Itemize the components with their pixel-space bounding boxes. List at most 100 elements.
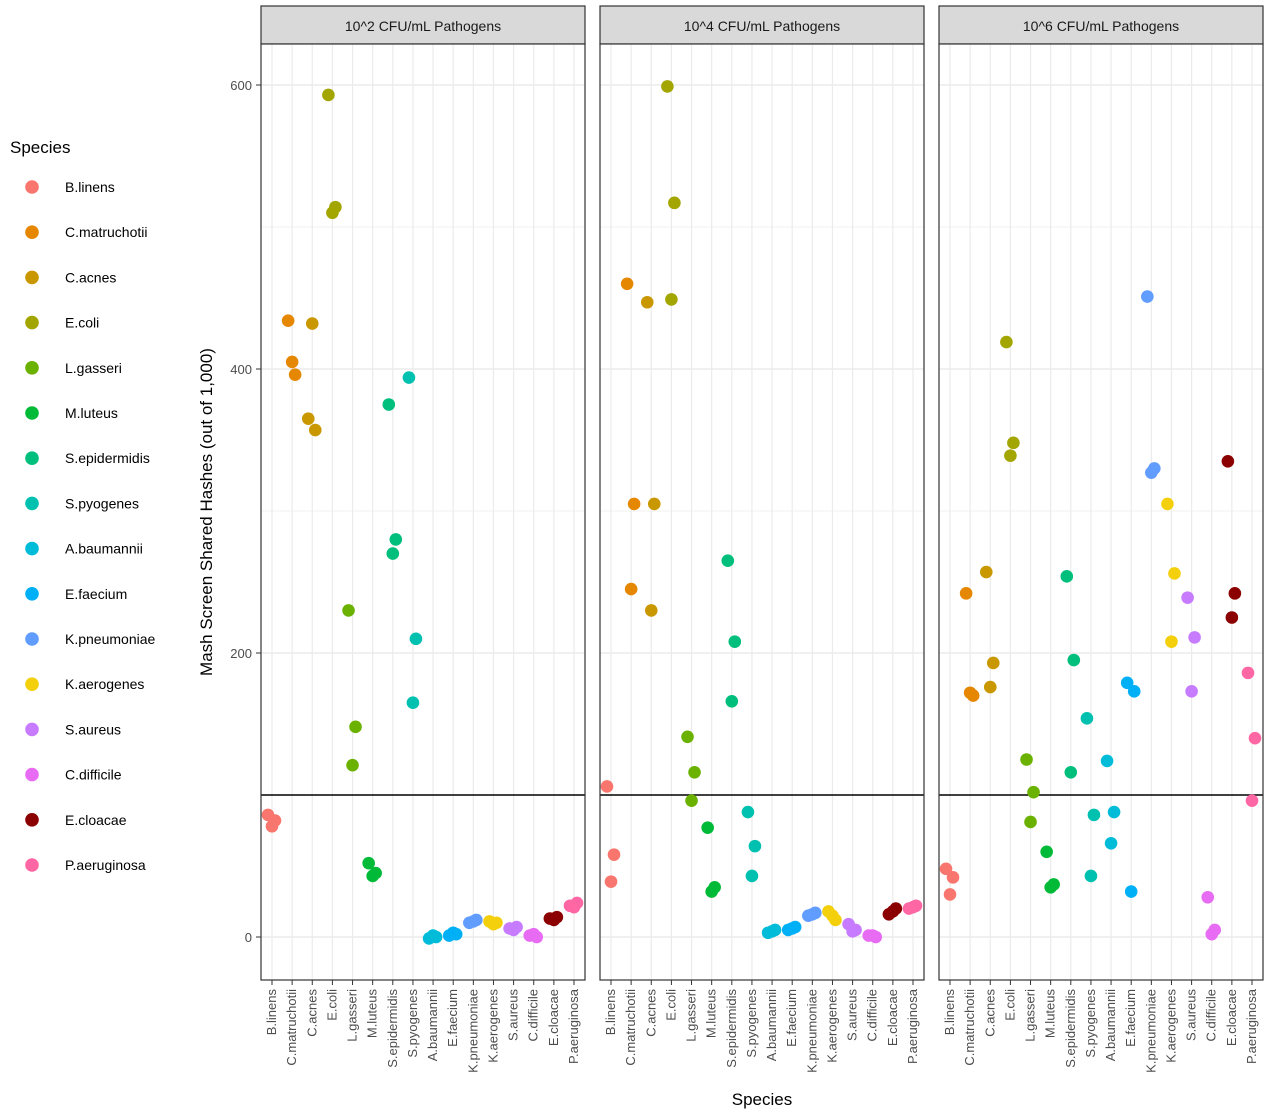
data-point — [305, 317, 319, 330]
legend-item: K.pneumoniae — [25, 631, 156, 647]
x-tick-label: M.luteus — [704, 989, 719, 1039]
data-point — [1228, 587, 1242, 600]
x-tick-label: P.aeruginosa — [566, 988, 581, 1064]
legend-key — [25, 361, 39, 375]
panel-border — [260, 43, 586, 981]
panel-strip-label: 10^2 CFU/mL Pathogens — [345, 18, 501, 34]
data-point — [547, 913, 561, 927]
panel-1: 10^2 CFU/mL Pathogens B.linens C.matruchot… — [260, 5, 586, 1073]
data-point — [705, 885, 718, 898]
legend-key — [25, 451, 39, 466]
data-point — [620, 277, 634, 291]
data-point — [1225, 611, 1239, 624]
data-point — [446, 926, 460, 940]
x-tick-label: S.pyogenes — [744, 989, 759, 1058]
legend-key — [25, 722, 39, 737]
data-point — [406, 696, 420, 709]
legend-key — [25, 270, 39, 285]
x-tick-label: B.linens — [942, 989, 957, 1036]
legend-item: E.faecium — [25, 586, 127, 602]
y-axis-title: Mash Screen Shared Hashes (out of 1,000) — [197, 348, 216, 676]
legend-items: B.linens C.matruchotii C.acnes E.coli L.gass… — [25, 179, 156, 873]
data-point — [1185, 685, 1198, 698]
data-point — [1087, 808, 1101, 822]
legend-item: L.gasseri — [25, 360, 122, 376]
data-point — [946, 871, 960, 884]
legend-key — [25, 813, 39, 827]
data-point — [1168, 567, 1181, 580]
x-tick-label: S.pyogenes — [405, 989, 420, 1058]
data-point — [1120, 676, 1134, 690]
data-point — [1205, 927, 1219, 941]
data-point — [1000, 335, 1013, 349]
legend-label: S.pyogenes — [65, 495, 139, 511]
data-point — [288, 368, 302, 381]
data-point — [1020, 753, 1033, 766]
x-tick-label: C.difficile — [526, 989, 541, 1042]
x-tick-label: L.gasseri — [1023, 989, 1038, 1042]
x-tick-label: C.difficile — [865, 989, 880, 1042]
y-tick-label: 200 — [230, 646, 252, 661]
data-point — [728, 635, 742, 648]
legend-item: C.difficile — [25, 767, 122, 783]
data-point — [986, 656, 1000, 670]
data-point — [906, 900, 920, 914]
data-point — [701, 821, 714, 834]
x-tick-label: K.pneumoniae — [465, 989, 480, 1073]
legend-item: M.luteus — [25, 405, 118, 421]
data-point — [426, 929, 440, 942]
x-tick-label: C.matruchotii — [284, 989, 299, 1066]
legend-key — [25, 180, 39, 194]
data-point — [386, 547, 400, 560]
data-point — [721, 554, 735, 567]
legend-item: E.cloacae — [25, 812, 127, 828]
data-point — [301, 412, 315, 426]
data-point — [665, 293, 678, 306]
panel-background — [261, 44, 585, 980]
data-point — [943, 888, 957, 901]
x-tick-label: S.epidermidis — [1063, 989, 1078, 1068]
data-point — [507, 923, 520, 937]
data-point — [1201, 890, 1215, 904]
x-tick-label: E.faecium — [1123, 989, 1138, 1047]
data-point — [785, 922, 799, 935]
data-point — [640, 295, 654, 309]
data-point — [745, 869, 759, 883]
data-point — [983, 680, 997, 694]
x-tick-label: E.coli — [324, 989, 339, 1021]
data-point — [1080, 712, 1094, 725]
legend-label: S.epidermidis — [65, 450, 150, 466]
x-tick-label: M.luteus — [365, 989, 380, 1039]
data-point — [1044, 881, 1057, 894]
legend-key — [25, 587, 39, 601]
x-tick-label: S.epidermidis — [385, 989, 400, 1068]
legend-label: A.baumannii — [65, 541, 143, 557]
legend-label: K.aerogenes — [65, 676, 144, 692]
data-point — [1100, 754, 1114, 768]
data-point — [567, 900, 581, 914]
x-tick-label: P.aeruginosa — [905, 988, 920, 1064]
data-point — [487, 917, 500, 931]
data-point — [607, 848, 621, 861]
panel-strip — [260, 5, 586, 45]
data-point — [647, 497, 661, 511]
legend-key — [25, 541, 39, 556]
x-tick-label: E.coli — [1002, 989, 1017, 1021]
x-tick-label: C.acnes — [304, 989, 319, 1037]
x-tick-label: K.aerogenes — [824, 989, 839, 1063]
legend-key — [25, 632, 39, 646]
data-point — [1245, 794, 1259, 807]
panel-border — [599, 43, 925, 981]
panel-background — [939, 44, 1263, 980]
data-point — [963, 686, 977, 700]
x-tick-label: B.linens — [264, 989, 279, 1036]
data-point — [866, 929, 880, 942]
data-point — [939, 862, 953, 876]
data-point — [1248, 731, 1262, 745]
x-tick-label: B.linens — [603, 989, 618, 1036]
x-tick-label: K.pneumoniae — [1143, 989, 1158, 1073]
data-point — [467, 915, 480, 928]
legend-key — [25, 858, 39, 872]
legend-label: E.cloacae — [65, 812, 127, 828]
